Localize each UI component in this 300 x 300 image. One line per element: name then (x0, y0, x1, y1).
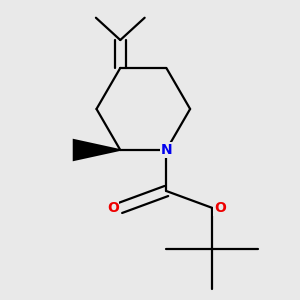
Text: O: O (107, 201, 119, 215)
Text: O: O (214, 201, 226, 215)
Polygon shape (73, 139, 120, 161)
Text: N: N (160, 143, 172, 157)
